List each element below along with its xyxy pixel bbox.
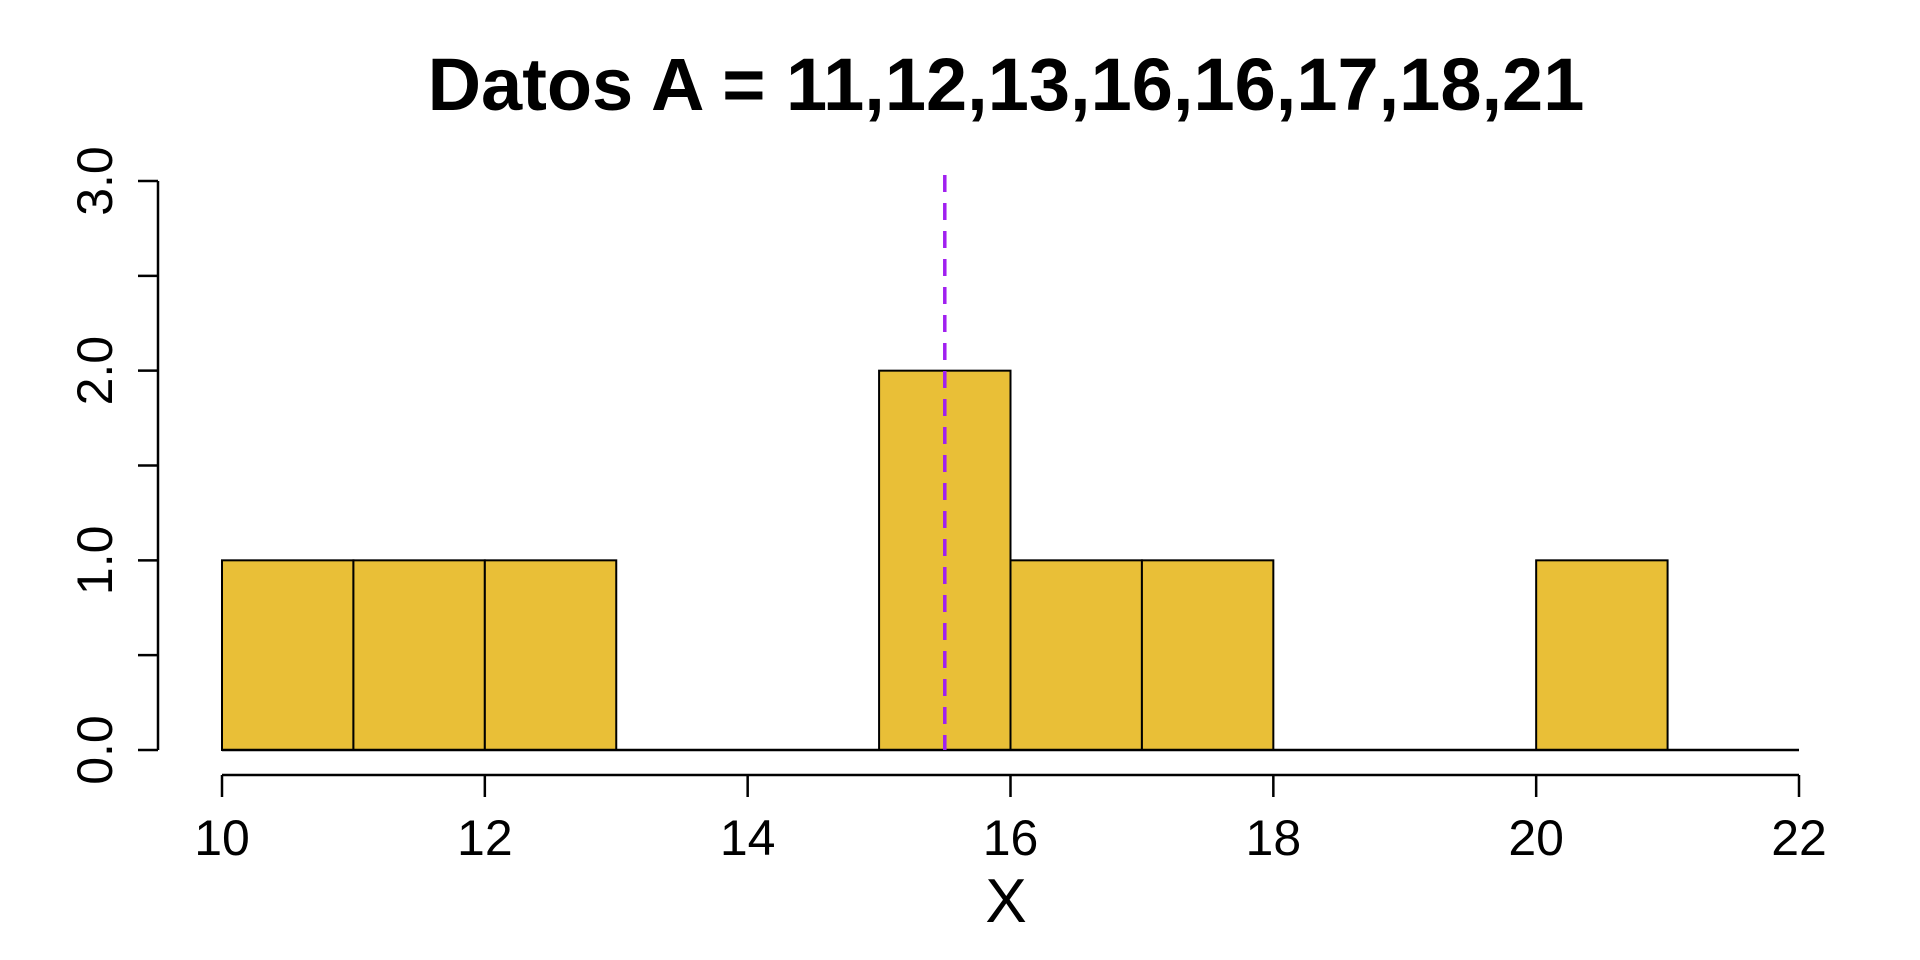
y-tick-label: 2.0 <box>67 336 123 406</box>
histogram-bar-6 <box>1535 559 1669 751</box>
x-tick-label: 12 <box>457 810 513 866</box>
x-tick-label: 20 <box>1508 810 1564 866</box>
y-axis: 0.0 1.0 2.0 3.0 <box>67 146 160 785</box>
x-axis-title: X <box>985 867 1026 936</box>
histogram-bar-5 <box>1140 559 1275 751</box>
x-tick-label: 18 <box>1246 810 1302 866</box>
bars-group <box>221 369 1669 751</box>
x-tick-label: 14 <box>720 810 776 866</box>
histogram-bar-0 <box>221 559 355 751</box>
y-tick-label: 0.0 <box>67 715 123 785</box>
y-tick-label: 1.0 <box>67 526 123 596</box>
x-tick-label: 16 <box>983 810 1039 866</box>
chart-title: Datos A = 11,12,13,16,16,17,18,21 <box>428 43 1585 126</box>
x-tick-label: 10 <box>194 810 250 866</box>
histogram-bar-2 <box>483 559 618 751</box>
x-axis: 10 12 14 16 18 20 22 <box>194 773 1827 866</box>
histogram-bar-4 <box>1009 559 1143 751</box>
y-tick-label: 3.0 <box>67 146 123 216</box>
histogram-bar-1 <box>352 559 486 751</box>
x-tick-label: 22 <box>1771 810 1827 866</box>
